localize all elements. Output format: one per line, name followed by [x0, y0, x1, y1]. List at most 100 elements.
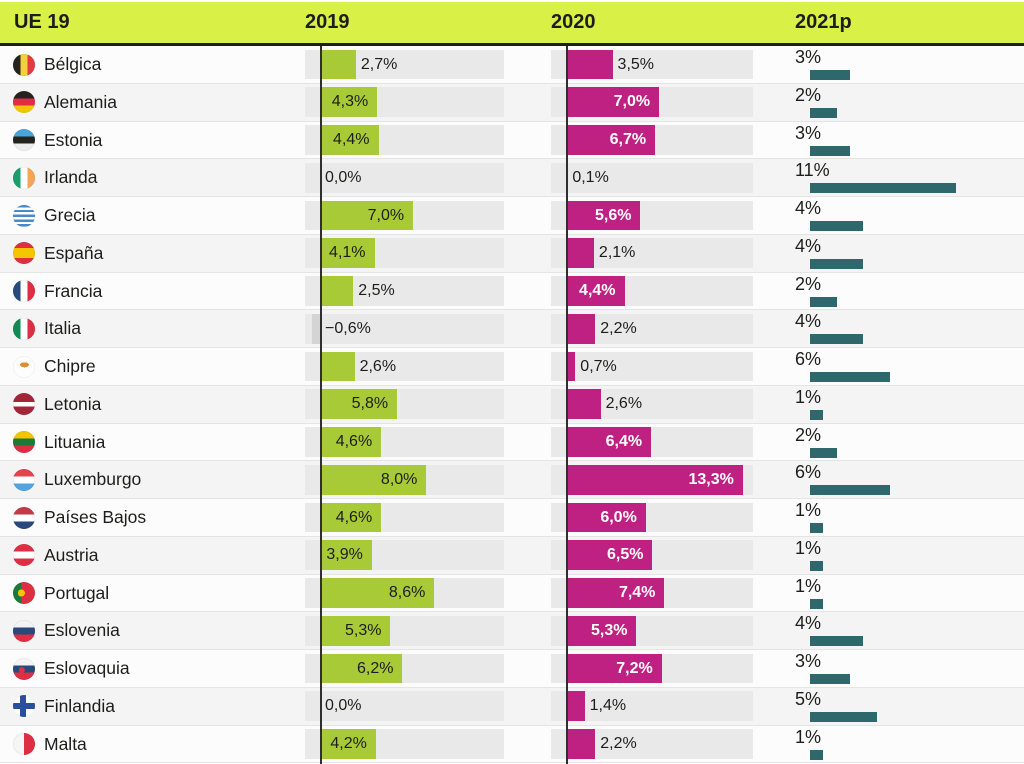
bar-2020: [566, 464, 743, 495]
bar-track-2020: 5,3%: [551, 615, 753, 646]
bar-2019-value: 2,6%: [359, 357, 397, 375]
bar-2021p-value: 4%: [795, 613, 822, 634]
finland-flag-icon: [13, 695, 35, 718]
bar-track-2019: 5,8%: [305, 389, 504, 419]
cell-2021p: 2%: [0, 424, 1024, 461]
bar-track-2020: 6,4%: [551, 427, 753, 457]
bar-track-2019: 4,6%: [305, 502, 504, 533]
bar-track-2019: 0,0%: [305, 691, 504, 721]
cell-2021p: 3%: [0, 650, 1024, 687]
bar-2019: [320, 502, 382, 533]
bar-2020: [566, 578, 665, 608]
cell-2021p: 3%: [0, 46, 1024, 83]
zero-line-2019: [319, 46, 322, 764]
bar-track-2020: 2,1%: [551, 238, 753, 268]
bar-2019-value: 4,6%: [335, 433, 373, 450]
netherlands-flag-icon: [13, 506, 35, 529]
bar-2020-value: 7,4%: [618, 584, 656, 601]
greece-flag-icon: [13, 204, 35, 227]
cell-2021p: 6%: [0, 348, 1024, 385]
bar-2020: [566, 238, 594, 268]
bar-2019-value: 0,0%: [325, 697, 362, 715]
bar-track-2019: 5,3%: [305, 615, 504, 646]
bar-2019: [320, 578, 435, 608]
bar-2019: [320, 729, 376, 759]
bar-2019-value: 6,2%: [356, 659, 394, 677]
bar-2020: [566, 729, 596, 759]
header-2021p-label: 2021p: [795, 11, 852, 33]
bar-2019: [320, 464, 427, 495]
country-label: Estonia: [44, 129, 103, 150]
bar-2021p-value: 1%: [795, 575, 822, 596]
table-row: Eslovaquia 6,2% 7,2% 3%: [0, 650, 1024, 688]
bar-2019-value: −0,6%: [325, 319, 371, 337]
cell-2021p: 3%: [0, 122, 1024, 159]
bar-2019: [320, 49, 356, 80]
bar-2021p: [810, 183, 957, 194]
lithuania-flag-icon: [13, 431, 35, 453]
bar-2020-value: 13,3%: [688, 470, 734, 488]
bar-2021p-value: 1%: [795, 500, 822, 520]
bar-track-2019: 2,5%: [305, 276, 504, 306]
bar-2020-value: 2,2%: [600, 319, 637, 337]
bar-2020-value: 6,7%: [609, 131, 647, 148]
bar-2020-value: 2,6%: [605, 395, 643, 413]
country-label: Letonia: [44, 393, 102, 414]
table-row: Portugal 8,6% 7,4% 1%: [0, 574, 1024, 613]
bar-track-2019: 6,2%: [305, 653, 504, 684]
bar-2019-value: 4,4%: [333, 131, 370, 148]
spain-flag-icon: [13, 242, 35, 265]
bar-track-2019: 4,4%: [305, 125, 504, 155]
bar-2020-value: 2,2%: [600, 735, 637, 752]
table-row: Austria 3,9% 6,5% 1%: [0, 536, 1024, 575]
bar-track-2020: 6,5%: [551, 540, 753, 570]
bar-2020-value: 3,5%: [617, 55, 655, 73]
bar-2021p: [810, 409, 824, 420]
bar-2021p: [810, 145, 850, 156]
bar-2021p-value: 1%: [795, 386, 822, 407]
table-row: Italia −0,6% 2,2% 4%: [0, 310, 1024, 348]
table-row: Eslovenia 5,3% 5,3% 4%: [0, 612, 1024, 650]
table-row: Grecia 7,0% 5,6% 4%: [0, 197, 1024, 235]
bar-2020-value: 6,4%: [605, 433, 643, 450]
bar-2019-value: 4,2%: [330, 735, 367, 752]
table-header: UE 19 2019 2020 2021p: [0, 2, 1024, 46]
bar-2020: [566, 87, 660, 117]
bar-2021p-value: 1%: [795, 537, 822, 558]
bar-2019: [320, 653, 403, 684]
bar-track-2020: 0,7%: [551, 351, 753, 382]
bar-track-2019: 2,6%: [305, 351, 504, 382]
table-row: Malta 4,2% 2,2% 1%: [0, 725, 1024, 764]
bar-2021p-value: 11%: [795, 160, 830, 181]
bar-2019: [320, 351, 355, 382]
bar-track-2020: 7,0%: [551, 87, 753, 117]
table-row: Estonia 4,4% 6,7% 3%: [0, 121, 1024, 160]
bar-track-2019: 8,6%: [305, 578, 504, 608]
bar-2021p: [810, 674, 850, 684]
bar-2020-value: 4,4%: [579, 282, 616, 299]
cell-2021p: 4%: [0, 197, 1024, 234]
bar-track-2020: 4,4%: [551, 276, 753, 306]
cell-2021p: 1%: [0, 575, 1024, 612]
bar-track-2019: 4,3%: [305, 87, 504, 117]
bar-track-2020: 1,4%: [551, 691, 753, 721]
cell-2021p: 5%: [0, 688, 1024, 725]
bar-track-2019: 7,0%: [305, 200, 504, 231]
country-label: Eslovenia: [44, 620, 120, 641]
luxembourg-flag-icon: [13, 468, 35, 491]
bar-track-2019: 2,7%: [305, 49, 504, 80]
bar-track-2019: 4,1%: [305, 238, 504, 268]
austria-flag-icon: [13, 544, 35, 567]
bar-2019: [320, 615, 391, 646]
bar-2021p: [810, 447, 837, 458]
bar-2020: [566, 653, 662, 684]
bar-2019: [320, 427, 382, 457]
bar-track-2020: 6,7%: [551, 125, 753, 155]
bar-2021p-value: 5%: [795, 688, 822, 709]
malta-flag-icon: [13, 733, 35, 755]
cyprus-flag-icon: [13, 355, 35, 378]
table-row: Alemania 4,3% 7,0% 2%: [0, 83, 1024, 122]
table-row: Bélgica 2,7% 3,5% 3%: [0, 46, 1024, 84]
bar-2021p: [810, 221, 864, 231]
bar-2019-value: 2,7%: [360, 55, 398, 73]
